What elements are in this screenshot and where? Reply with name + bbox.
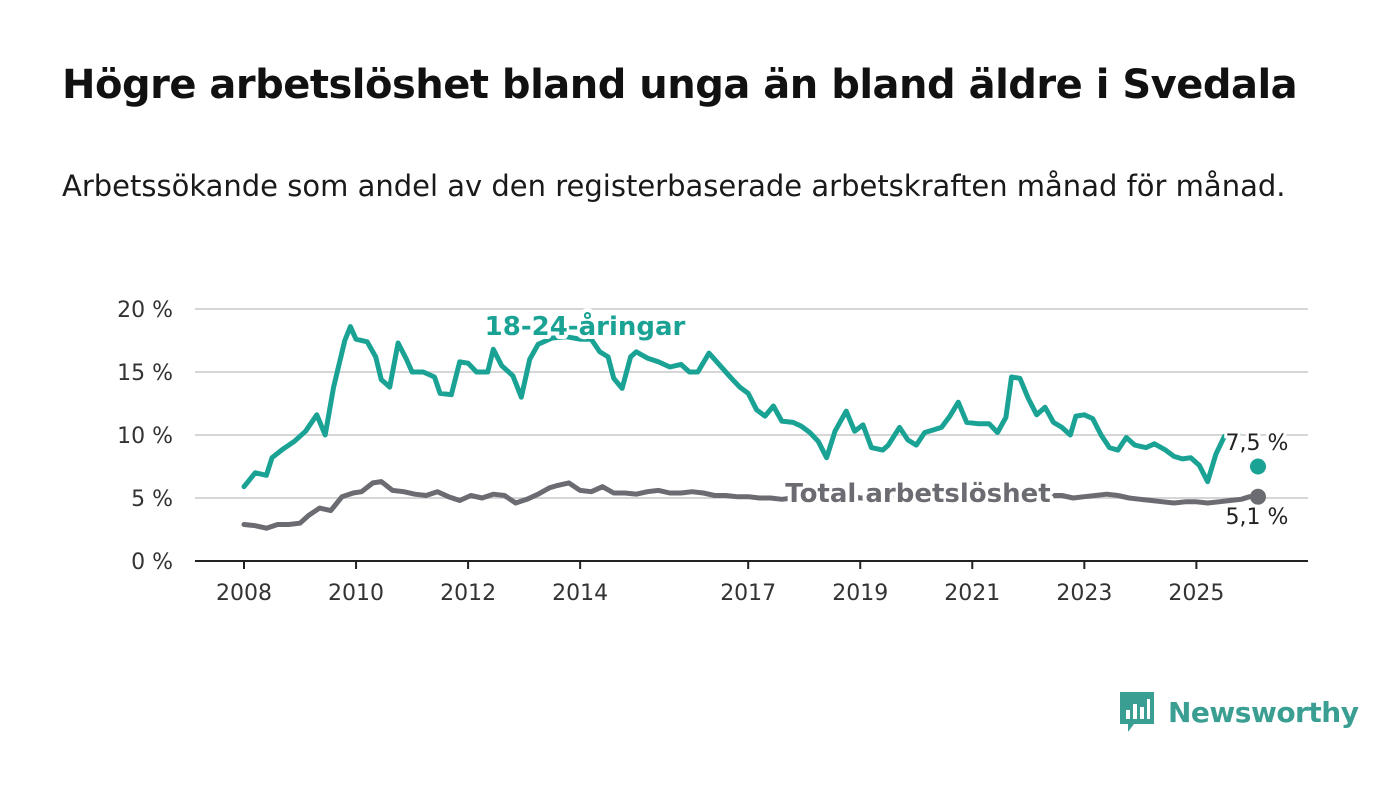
x-tick-label: 2008 xyxy=(216,581,272,606)
x-tick-label: 2021 xyxy=(944,581,1000,606)
series-endpoint-total xyxy=(1250,488,1266,505)
y-tick-label: 15 % xyxy=(117,361,173,386)
y-tick-label: 5 % xyxy=(131,487,173,512)
series-endpoint-youth xyxy=(1250,458,1266,475)
end-value-total: 5,1 % xyxy=(1226,505,1289,530)
series-label-youth: 18-24-åringar xyxy=(485,310,686,342)
series-label-total: Total arbetslöshet xyxy=(785,479,1050,509)
x-tick-label: 2014 xyxy=(552,581,608,606)
y-tick-label: 10 % xyxy=(117,424,173,449)
x-tick-label: 2023 xyxy=(1056,581,1112,606)
x-tick-label: 2019 xyxy=(832,581,888,606)
newsworthy-logo-icon xyxy=(1120,692,1154,732)
y-tick-label: 20 % xyxy=(117,298,173,323)
brand-logo: Newsworthy xyxy=(1118,690,1359,734)
grid-lines xyxy=(195,308,1308,562)
page-title: Högre arbetslöshet bland unga än bland ä… xyxy=(62,62,1298,108)
page-subtitle: Arbetssökande som andel av den registerb… xyxy=(62,169,1286,203)
series-line-youth xyxy=(241,324,1241,490)
brand-name: Newsworthy xyxy=(1168,695,1359,729)
y-axis-ticks: 0 % 5 % 10 % 15 % 20 % xyxy=(117,298,173,575)
series-line-total xyxy=(241,479,1253,531)
x-tick-label: 2025 xyxy=(1168,581,1224,606)
x-tick-label: 2012 xyxy=(440,581,496,606)
series-lines xyxy=(241,324,1266,531)
x-tick-label: 2010 xyxy=(328,581,384,606)
x-axis-ticks: 2008 2010 2012 2014 2017 2019 2021 2023 2025 xyxy=(216,561,1224,606)
end-value-youth: 7,5 % xyxy=(1226,431,1289,456)
series-labels: 18-24-åringar Total arbetslöshet 7,5 % 5,1 … xyxy=(481,306,1292,533)
y-tick-label: 0 % xyxy=(131,550,173,575)
x-tick-label: 2017 xyxy=(720,581,776,606)
